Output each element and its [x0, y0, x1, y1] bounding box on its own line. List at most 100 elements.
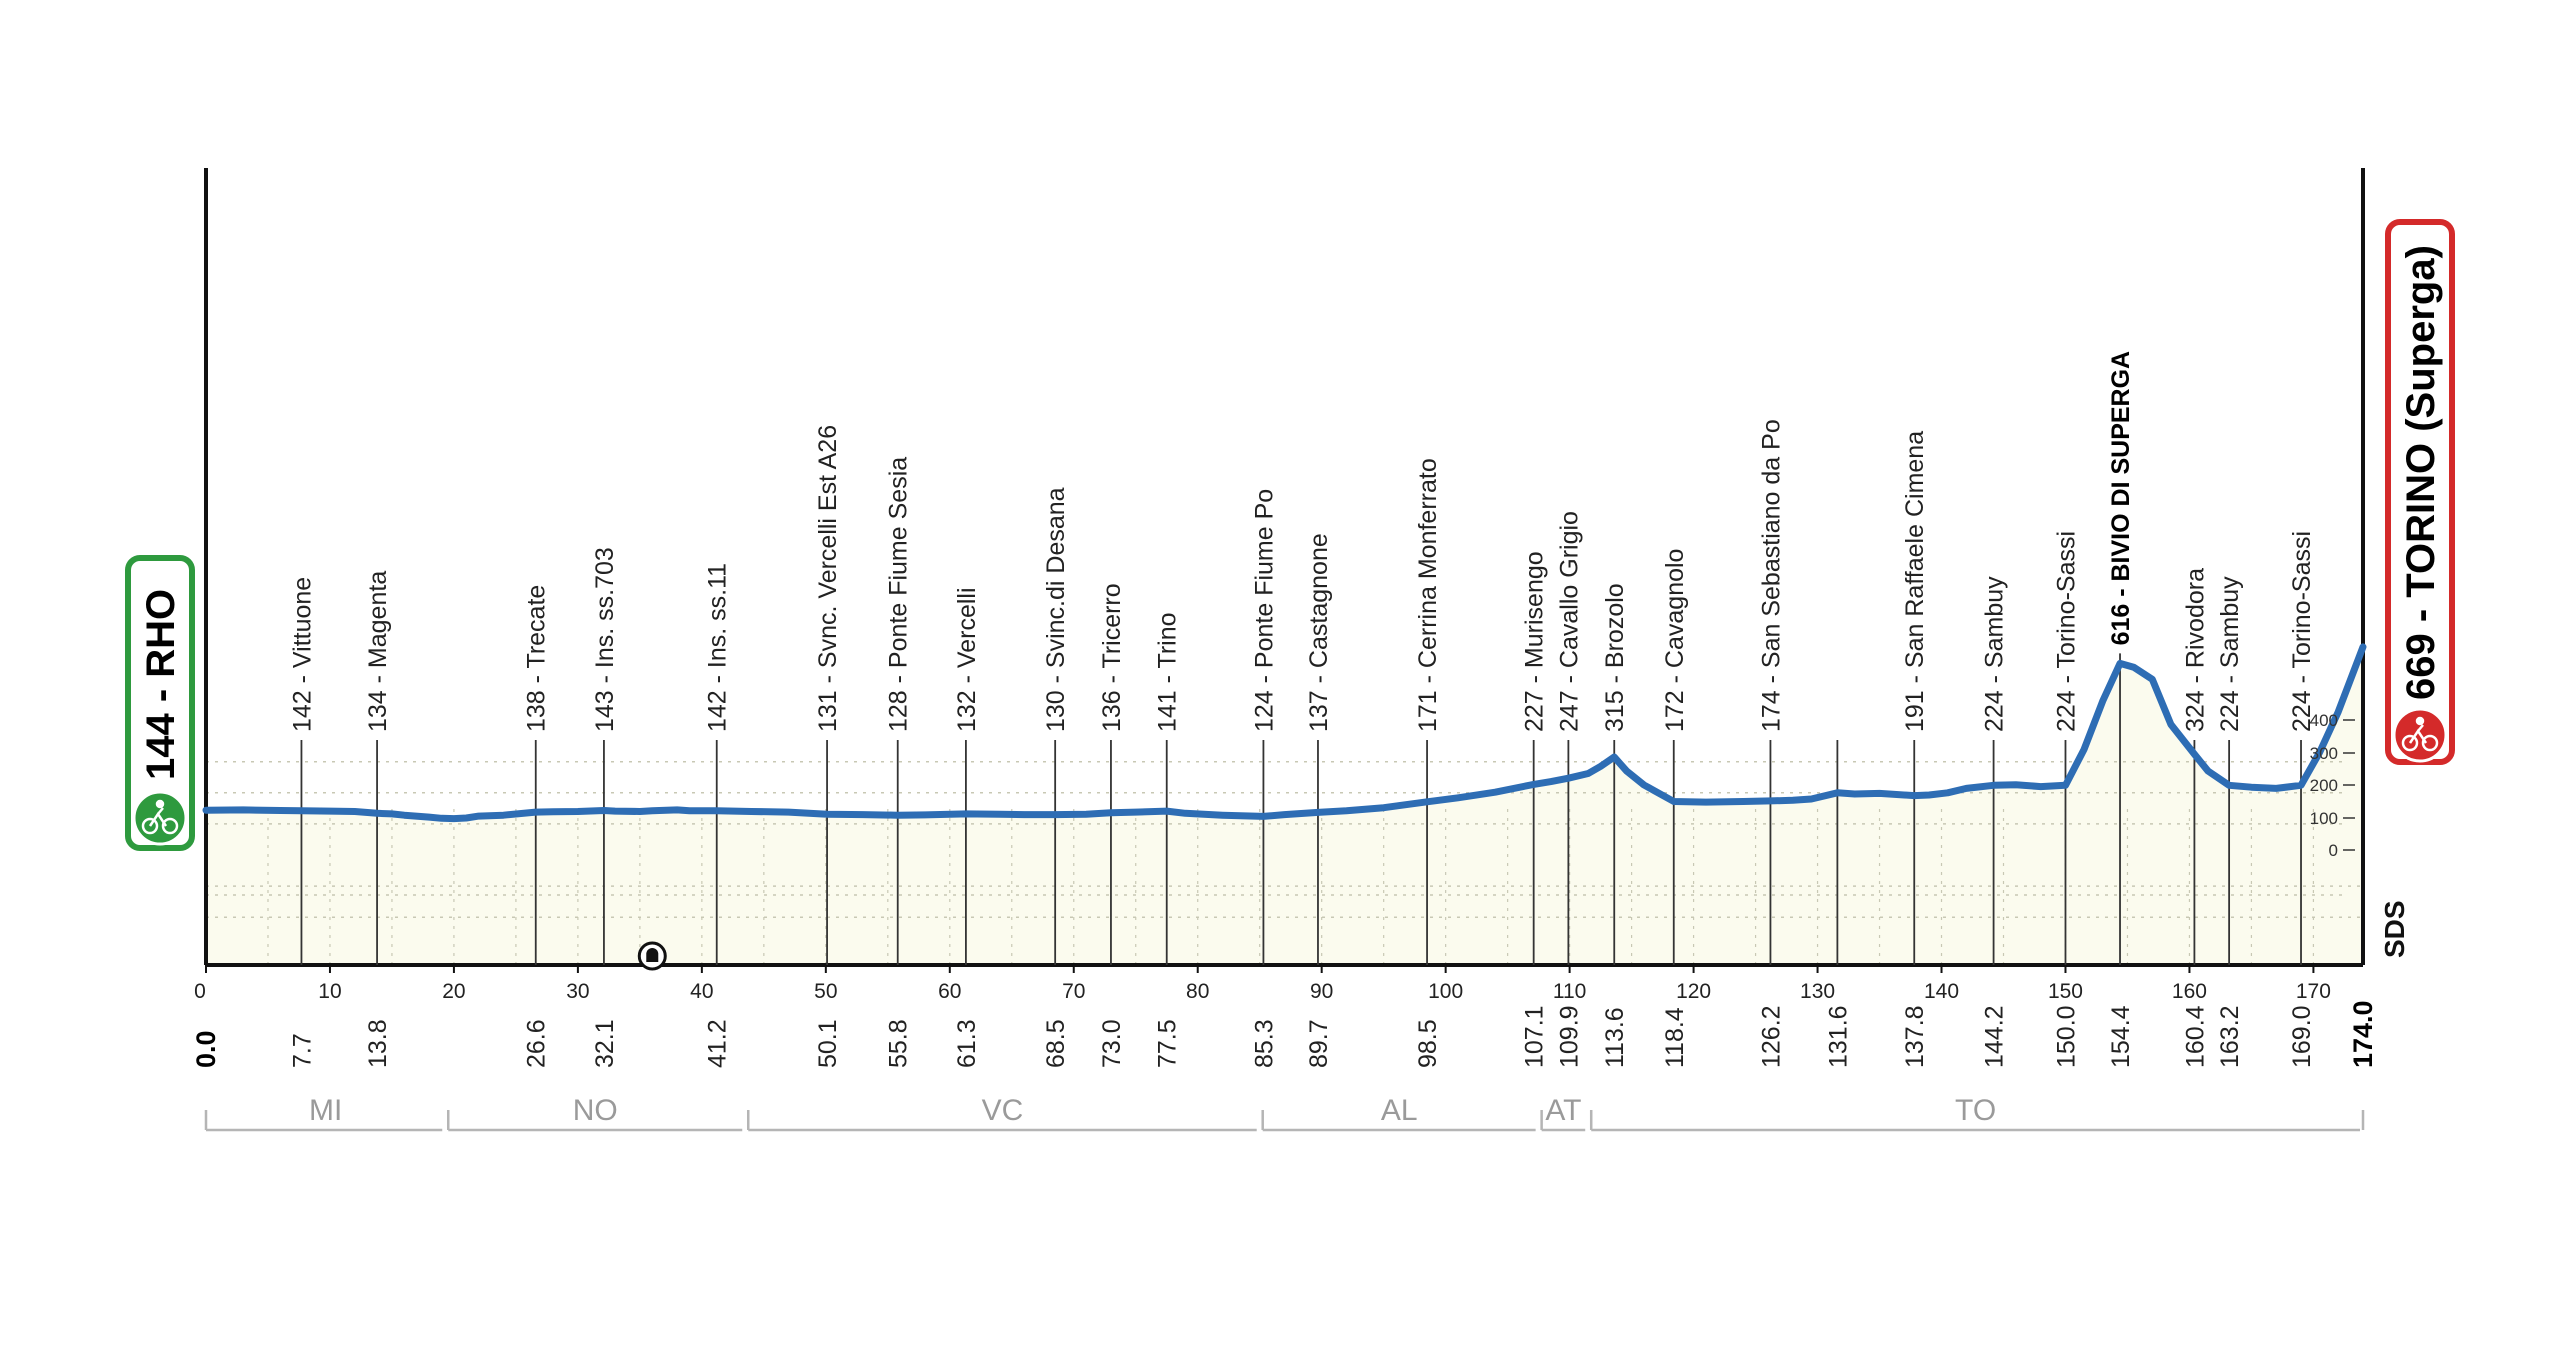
waypoint-km: 144.2 [1981, 1005, 2009, 1068]
finish-label: 669 - TORINO (Superga) [2399, 245, 2443, 700]
province-label: VC [982, 1094, 1024, 1127]
waypoint-km: 137.8 [1901, 1005, 1929, 1068]
waypoint-label: 131 - Svnc. Vercelli Est A26 [814, 425, 842, 732]
x-tick-label: 160 [2172, 980, 2207, 1003]
waypoint-label: 132 - Vercelli [953, 587, 981, 732]
waypoint-km: 98.5 [1414, 1019, 1442, 1068]
waypoint-label: 171 - Cerrina Monferrato [1414, 458, 1442, 732]
x-tick-label: 0 [194, 980, 206, 1003]
x-tick-label: 50 [814, 980, 837, 1003]
waypoint-label: 224 - Torino-Sassi [2052, 531, 2080, 732]
waypoint-label: 138 - Trecate [523, 585, 551, 732]
waypoint-label: 142 - Ins. ss.11 [704, 563, 732, 732]
waypoint-label: 143 - Ins. ss.703 [591, 547, 619, 732]
province-label: NO [573, 1094, 618, 1127]
waypoint-label: 191 - San Raffaele Cimena [1901, 431, 1929, 732]
alt-scale-label: 0 [2329, 841, 2338, 860]
waypoint-km: 7.7 [288, 1033, 316, 1068]
alt-scale-label: 400 [2310, 711, 2338, 730]
waypoint-label: 227 - Murisengo [1521, 551, 1549, 732]
waypoint-label: 128 - Ponte Fiume Sesia [885, 457, 913, 732]
waypoint-label: 134 - Magenta [364, 571, 392, 732]
x-tick-label: 170 [2296, 980, 2331, 1003]
x-tick-label: 20 [442, 980, 465, 1003]
waypoint-km: 160.4 [2181, 1005, 2209, 1068]
alt-scale-label: 300 [2310, 744, 2338, 763]
waypoint-label: 224 - Torino-Sassi [2288, 531, 2316, 732]
waypoint-km: 26.6 [523, 1019, 551, 1068]
waypoint-km: 13.8 [364, 1019, 392, 1068]
x-tick-label: 60 [938, 980, 961, 1003]
x-tick-label: 150 [2048, 980, 2083, 1003]
waypoint-km: 32.1 [591, 1019, 619, 1068]
altitude-scale-layer: 400 300 200 100 0 [2310, 711, 2355, 860]
x-tick-label: 40 [690, 980, 713, 1003]
x-tick-label: 70 [1062, 980, 1085, 1003]
sds-logo: SDS [2379, 900, 2410, 958]
waypoint-km: 55.8 [885, 1019, 913, 1068]
waypoint-km: 107.1 [1521, 1005, 1549, 1068]
waypoint-km: 77.5 [1154, 1019, 1182, 1068]
waypoint-layer: 142 - Vittuone 134 - Magenta 138 - Trecate… [288, 351, 2316, 965]
waypoint-km: 113.6 [1601, 1007, 1629, 1068]
province-label: AT [1545, 1094, 1581, 1127]
axes-layer [204, 168, 2365, 967]
waypoint-km: 68.5 [1042, 1019, 1070, 1068]
waypoint-km: 126.2 [1757, 1005, 1785, 1068]
x-tick-label: 30 [566, 980, 589, 1003]
waypoint-label: 616 - BIVIO DI SUPERGA [2107, 351, 2135, 646]
start-label: 144 - RHO [139, 589, 183, 780]
finish-badge: 669 - TORINO (Superga) [2385, 219, 2455, 765]
x-tick-layer: 0 10 20 30 40 50 60 70 80 90 100 110 120 130 140 150 160… [194, 965, 2331, 1003]
finish-km: 174.0 [2348, 1000, 2378, 1068]
province-band-layer: MI NO VC AL AT TO [204, 1094, 2365, 1132]
waypoint-km: 150.0 [2052, 1005, 2080, 1068]
province-label: MI [309, 1094, 342, 1127]
waypoint-label: 224 - Sambuy [1981, 576, 2009, 732]
waypoint-label: 137 - Castagnone [1305, 533, 1333, 732]
x-tick-label: 10 [318, 980, 341, 1003]
waypoint-label: 315 - Brozolo [1601, 583, 1629, 732]
x-tick-label: 140 [1924, 980, 1959, 1003]
waypoint-km-layer: 7.7 13.8 26.6 32.1 41.2 50.1 55.8 61.3 68.5 73.0 7… [191, 1000, 2378, 1068]
waypoint-label: 130 - Svinc.di Desana [1042, 487, 1070, 732]
x-tick-label: 90 [1310, 980, 1333, 1003]
waypoint-km: 73.0 [1098, 1019, 1126, 1068]
profile-area-fill [206, 646, 2363, 965]
waypoint-label: 142 - Vittuone [288, 577, 316, 732]
waypoint-label: 124 - Ponte Fiume Po [1250, 489, 1278, 732]
x-tick-label: 80 [1186, 980, 1209, 1003]
start-badge: 144 - RHO [125, 555, 195, 851]
waypoint-km: 169.0 [2288, 1005, 2316, 1068]
waypoint-km: 50.1 [814, 1019, 842, 1068]
waypoint-km: 85.3 [1250, 1019, 1278, 1068]
start-km: 0.0 [191, 1030, 221, 1068]
waypoint-km: 89.7 [1305, 1019, 1333, 1068]
waypoint-label: 174 - San Sebastiano da Po [1757, 419, 1785, 732]
profile-fill-layer [206, 646, 2363, 965]
profile-line [202, 643, 2367, 823]
waypoint-km: 109.9 [1555, 1005, 1583, 1068]
alt-scale-label: 100 [2310, 809, 2338, 828]
x-tick-label: 100 [1428, 980, 1463, 1003]
waypoint-label: 324 - Rivodora [2181, 568, 2209, 732]
waypoint-km: 41.2 [704, 1019, 732, 1068]
province-label: TO [1955, 1094, 1996, 1127]
waypoint-km: 163.2 [2216, 1005, 2244, 1068]
x-tick-label: 130 [1800, 980, 1835, 1003]
waypoint-label: 172 - Cavagnolo [1661, 549, 1689, 732]
x-tick-label: 110 [1553, 980, 1586, 1003]
province-label: AL [1381, 1094, 1418, 1127]
tunnel-icon [637, 941, 667, 971]
waypoint-label: 224 - Sambuy [2216, 576, 2244, 732]
waypoint-label: 141 - Trino [1154, 612, 1182, 732]
waypoint-km: 118.4 [1661, 1007, 1689, 1068]
waypoint-label: 247 - Cavallo Grigio [1555, 511, 1583, 732]
alt-scale-label: 200 [2310, 776, 2338, 795]
waypoint-km: 154.4 [2107, 1005, 2135, 1068]
waypoint-km: 61.3 [953, 1019, 981, 1068]
profile-line-layer [202, 643, 2367, 823]
tunnel-shape [646, 948, 659, 962]
waypoint-km: 131.6 [1824, 1005, 1852, 1068]
